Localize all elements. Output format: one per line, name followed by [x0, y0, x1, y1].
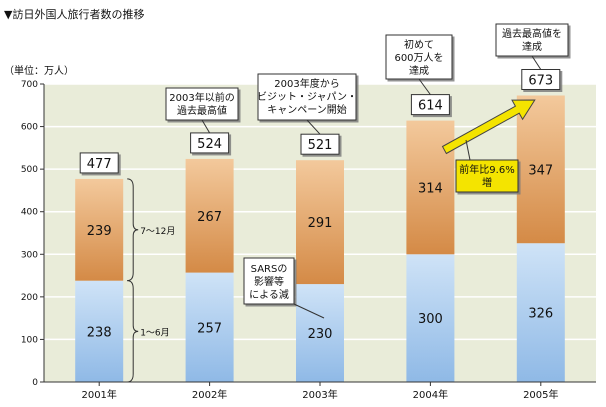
callout-2005-text: 達成 [522, 41, 542, 53]
bar-h1 [296, 284, 344, 382]
callout-2003-text: キャンペーン開始 [267, 103, 347, 116]
total-label: 524 [197, 137, 222, 152]
bar-label-h1: 326 [528, 307, 553, 322]
callout-2003-text: ビジット・ジャパン・ [257, 91, 357, 103]
bar-h2 [516, 95, 565, 244]
bar-h2 [75, 178, 124, 281]
callout-2003-text: 2003年度から [274, 77, 339, 90]
axes: 2001年 2002年 2003年 2004年 2005年 0 100 200 300 400 50… [21, 80, 596, 401]
callout-2003-box [257, 73, 357, 121]
bar-h1 [406, 254, 455, 382]
h2-brace [127, 178, 139, 282]
bar-label-h2: 347 [528, 163, 553, 178]
growth-text: 増 [482, 176, 492, 189]
bar-label-h1: 238 [87, 325, 112, 340]
total-label: 614 [418, 99, 443, 114]
growth-text: 前年比9.6% [459, 163, 514, 176]
bar-label-h2: 314 [418, 181, 443, 196]
callout-2004-text: 初めて [404, 38, 434, 51]
chart-title: ▼訪日外国人旅行者数の推移 [4, 7, 144, 21]
bar-h2 [406, 120, 455, 255]
x-tick-label: 2001年 [81, 388, 116, 401]
x-tick-label: 2005年 [523, 388, 558, 401]
sars-text: SARSの [251, 264, 288, 275]
sars-text: 影響等 [254, 275, 284, 288]
bar-label-h1: 230 [308, 327, 333, 342]
h1-brace-label: 1〜6月 [140, 327, 169, 338]
callout-2003-pointer [306, 119, 321, 135]
sars-text: による減 [249, 288, 289, 301]
x-tick-label: 2002年 [192, 388, 227, 401]
callout-2002-box [165, 87, 239, 121]
sars-pointer [293, 303, 325, 319]
y-tick-label: 500 [21, 165, 38, 175]
callout-2005-text: 過去最高値を [502, 27, 562, 40]
callout-2002-text: 2003年以前の [169, 91, 234, 104]
y-axis-unit-label: （単位：万人） [4, 64, 74, 77]
callout-2004-text: 達成 [409, 65, 429, 77]
y-tick-label: 300 [21, 250, 38, 260]
callout-2002-text: 過去最高値 [177, 104, 227, 117]
callout-2005-box [495, 23, 569, 57]
x-tick-label: 2004年 [413, 388, 448, 401]
sars-box [243, 257, 295, 305]
bar-h2 [296, 160, 344, 285]
y-tick-label: 400 [21, 208, 38, 218]
callout-2002-pointer [201, 119, 211, 134]
bar-h1 [516, 243, 565, 382]
callout-2004-box [385, 34, 453, 80]
growth-box [455, 159, 519, 193]
total-label: 521 [308, 138, 333, 153]
bar-label-h1: 300 [418, 312, 443, 327]
bar-label-h2: 267 [197, 210, 222, 225]
bar-label-h1: 257 [197, 321, 222, 336]
callout-2004-text: 600万人を [394, 52, 443, 64]
y-tick-label: 700 [21, 80, 38, 90]
bar-h2 [185, 158, 234, 273]
h2-brace-label: 7〜12月 [140, 226, 175, 237]
bars: 238 239 477 257 267 524 230 291 521 300 314 614 326 3… [75, 68, 565, 382]
y-tick-label: 600 [21, 123, 38, 133]
callout-2005-pointer [531, 55, 542, 70]
growth-pointer [465, 139, 471, 161]
y-tick-label: 100 [21, 335, 38, 345]
total-label: 477 [87, 157, 112, 172]
total-box [79, 152, 119, 174]
bar-h1 [75, 280, 124, 382]
bar-label-h2: 239 [87, 224, 112, 239]
h1-brace [127, 280, 139, 383]
y-tick-label: 0 [32, 378, 38, 388]
x-tick-label: 2003年 [302, 388, 337, 401]
bar-h1 [185, 272, 234, 382]
bar-label-h2: 291 [308, 216, 333, 231]
total-label: 673 [528, 73, 553, 88]
callout-2004-pointer [418, 78, 431, 95]
y-tick-label: 200 [21, 293, 38, 303]
